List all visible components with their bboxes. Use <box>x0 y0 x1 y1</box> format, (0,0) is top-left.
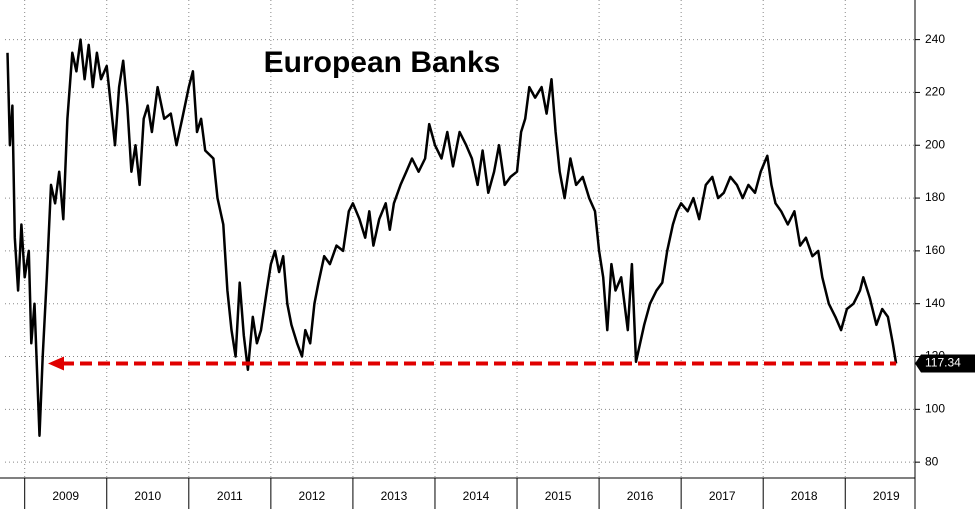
x-tick-label: 2009 <box>52 489 79 503</box>
x-tick-label: 2012 <box>299 489 326 503</box>
last-value-label: 117.34 <box>925 356 961 370</box>
last-value-tag <box>915 354 975 373</box>
y-tick-label: 140 <box>925 296 945 310</box>
y-tick-label: 220 <box>925 85 945 99</box>
x-tick-label: 2013 <box>381 489 408 503</box>
arrow-head <box>48 356 64 371</box>
price-line <box>6 38 898 437</box>
y-tick-label: 100 <box>925 402 945 416</box>
chart-title: European Banks <box>264 46 501 79</box>
x-tick-label: 2015 <box>545 489 572 503</box>
y-tick-label: 180 <box>925 190 945 204</box>
x-tick-label: 2011 <box>217 489 243 503</box>
x-tick-label: 2016 <box>627 489 654 503</box>
plot <box>6 38 898 437</box>
x-tick-label: 2014 <box>463 489 490 503</box>
y-tick-label: 240 <box>925 32 945 46</box>
x-tick-label: 2019 <box>873 489 900 503</box>
x-tick-label: 2018 <box>791 489 818 503</box>
x-tick-label: 2010 <box>134 489 161 503</box>
y-tick-label: 80 <box>925 454 939 468</box>
y-tick-label: 200 <box>925 137 945 151</box>
x-tick-label: 2017 <box>709 489 736 503</box>
y-tick-label: 160 <box>925 243 945 257</box>
